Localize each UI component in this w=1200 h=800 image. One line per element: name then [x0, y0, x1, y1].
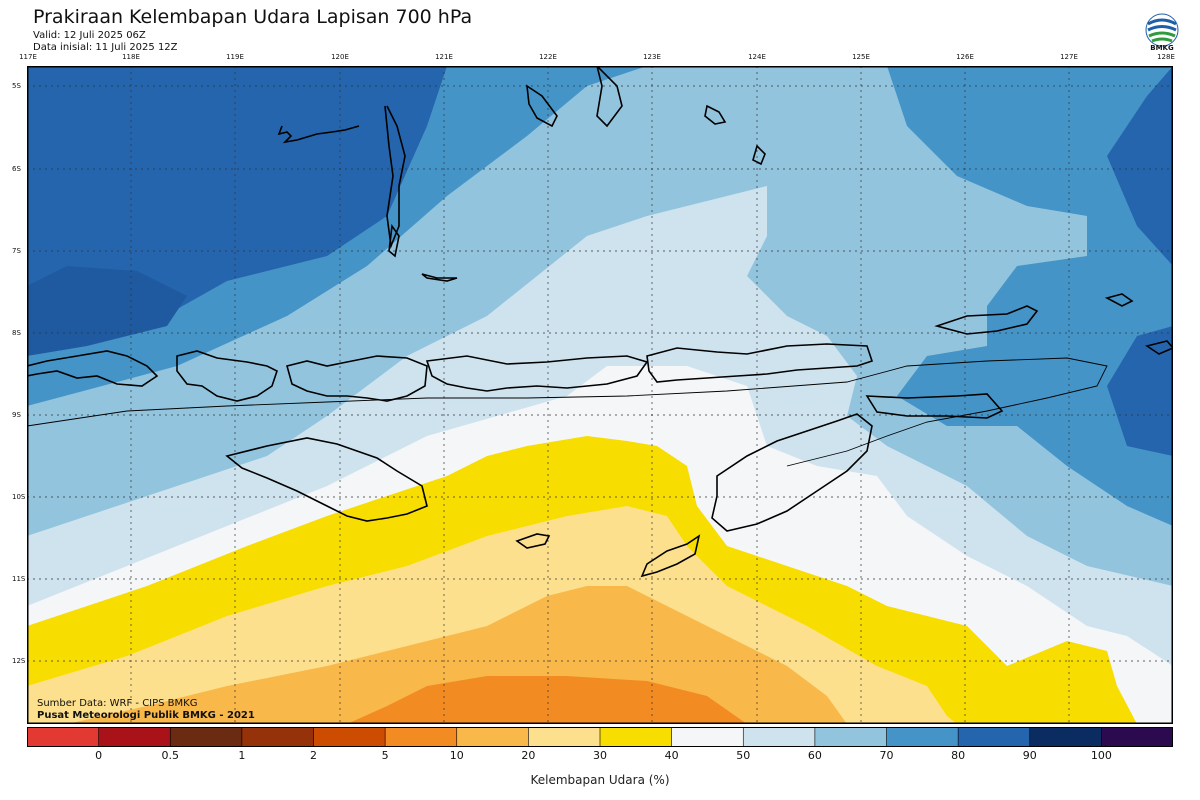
colorbar-cell — [1101, 727, 1173, 747]
colorbar-cell — [169, 727, 243, 747]
colorbar-label: 60 — [807, 749, 822, 762]
lon-label: 117E — [19, 53, 37, 61]
colorbar-label: 5 — [381, 749, 389, 762]
humidity-band-80-90 — [27, 266, 187, 356]
lon-label: 119E — [226, 53, 244, 61]
publisher: Pusat Meteorologi Publik BMKG - 2021 — [37, 710, 255, 721]
lat-label: 5S — [12, 82, 21, 90]
boundary-lines — [27, 357, 1108, 467]
colorbar-cell — [98, 727, 172, 747]
humidity-band-5-10 — [347, 676, 747, 724]
colorbar-cell — [528, 727, 601, 747]
lon-label: 120E — [331, 53, 349, 61]
humidity-band-80-90 — [1107, 326, 1173, 456]
lat-label: 6S — [12, 165, 21, 173]
lon-label: 124E — [748, 53, 766, 61]
colorbar-cell — [599, 727, 673, 747]
map-title: Prakiraan Kelembapan Udara Lapisan 700 h… — [33, 6, 473, 28]
colorbar-label: 2 — [310, 749, 317, 762]
colorbar-label: 40 — [664, 749, 679, 762]
bmkg-logo-text: BMKG — [1150, 44, 1174, 52]
colorbar-cell — [671, 727, 745, 747]
colorbar-cell — [27, 727, 100, 747]
colorbar-label: 80 — [951, 749, 966, 762]
colorbar-cell — [957, 727, 1031, 747]
colorbar-cell — [313, 727, 386, 747]
colorbar — [27, 727, 1173, 747]
lat-label: 8S — [12, 329, 21, 337]
colorbar-cell — [886, 727, 959, 747]
colorbar-cell — [742, 727, 816, 747]
colorbar-cell — [814, 727, 888, 747]
colorbar-label: 20 — [521, 749, 536, 762]
valid-time: Valid: 12 Juli 2025 06Z — [33, 30, 146, 41]
colorbar-title: Kelembapan Udara (%) — [530, 773, 670, 787]
colorbar-label: 50 — [736, 749, 751, 762]
lat-label: 9S — [12, 411, 21, 419]
colorbar-label: 10 — [449, 749, 464, 762]
colorbar-label: 0.5 — [161, 749, 180, 762]
lon-label: 123E — [643, 53, 661, 61]
colorbar-label: 0 — [95, 749, 103, 762]
bmkg-logo-icon — [1145, 13, 1179, 47]
colorbar-cell — [384, 727, 458, 747]
lat-label: 11S — [12, 575, 26, 583]
colorbar-label: 30 — [593, 749, 607, 762]
lon-label: 126E — [956, 53, 974, 61]
colorbar-cell — [1029, 727, 1103, 747]
lat-label: 7S — [12, 247, 21, 255]
colorbar-cell — [456, 727, 530, 747]
initial-time: Data inisial: 11 Juli 2025 12Z — [33, 42, 178, 53]
humidity-band-80-90 — [1107, 66, 1173, 266]
colorbar-label: 1 — [238, 749, 246, 762]
lon-label: 128E — [1157, 53, 1175, 61]
colorbar-label: 100 — [1090, 749, 1112, 762]
data-source: Sumber Data: WRF - CIPS BMKG — [37, 698, 198, 709]
lat-lon-grid — [27, 66, 1173, 724]
lat-label: 12S — [12, 657, 26, 665]
colorbar-cell — [241, 727, 315, 747]
colorbar-label: 90 — [1022, 749, 1037, 762]
humidity-map — [27, 66, 1173, 724]
lon-label: 118E — [122, 53, 140, 61]
lon-label: 125E — [852, 53, 870, 61]
lon-label: 121E — [435, 53, 453, 61]
lat-label: 10S — [12, 493, 26, 501]
colorbar-label: 70 — [879, 749, 894, 762]
lon-label: 122E — [539, 53, 557, 61]
lon-label: 127E — [1060, 53, 1078, 61]
coastlines — [27, 66, 1173, 578]
